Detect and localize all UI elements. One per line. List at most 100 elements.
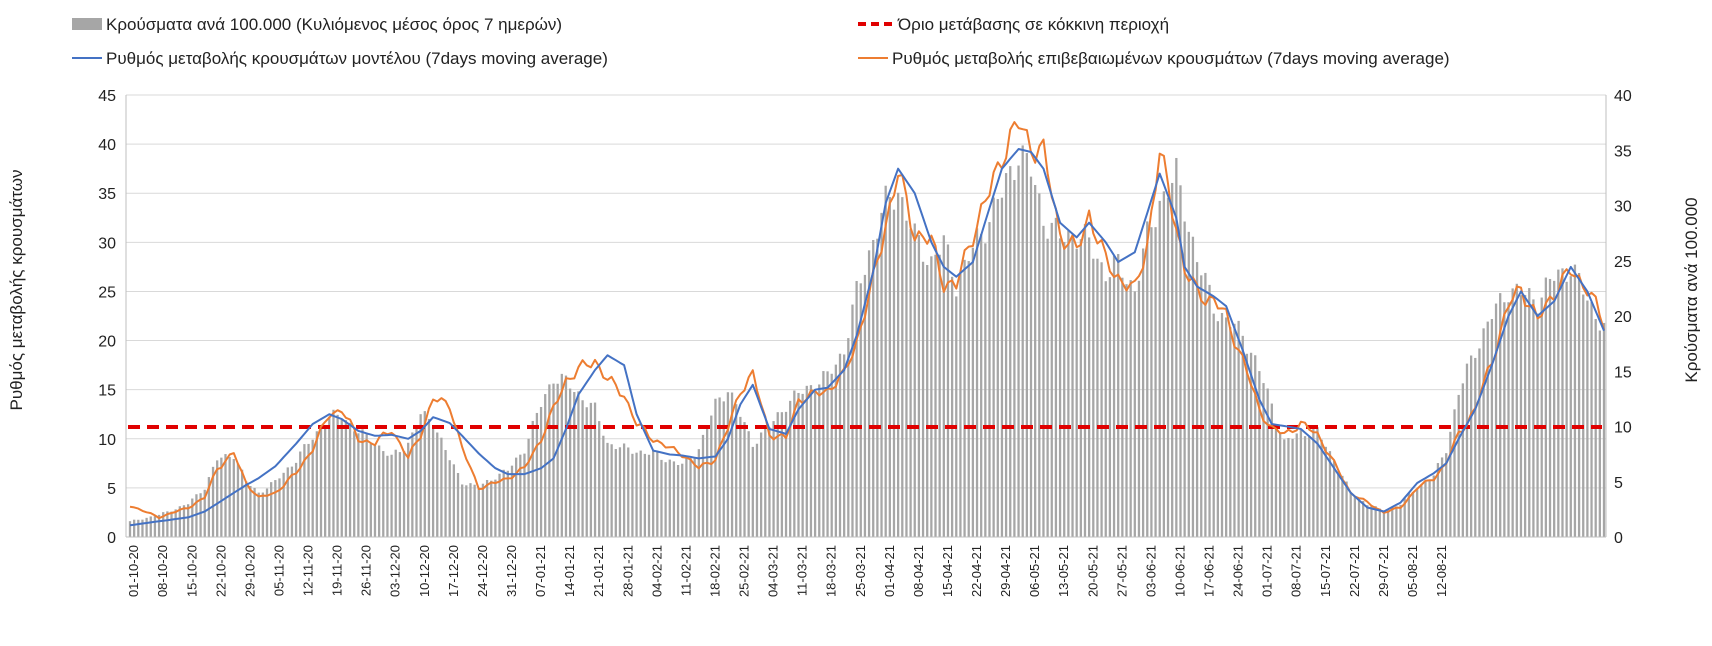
bar-day-4 — [145, 517, 148, 537]
bar-day-274 — [1266, 388, 1269, 537]
bar-day-318 — [1449, 431, 1452, 537]
bar-day-245 — [1146, 221, 1149, 537]
bar-day-27 — [240, 469, 244, 537]
bar-day-134 — [685, 457, 688, 537]
x-tick-22-07-21: 22-07-21 — [1347, 545, 1362, 597]
bar-day-352 — [1590, 302, 1593, 537]
bar-day-310 — [1416, 489, 1419, 537]
bar-day-50 — [336, 414, 339, 537]
bar-day-56 — [361, 429, 364, 537]
bar-day-277 — [1278, 433, 1282, 537]
bar-day-148 — [743, 422, 746, 537]
bar-day-199 — [955, 296, 958, 537]
bar-day-67 — [407, 442, 410, 537]
y-left-tick-45: 45 — [98, 88, 116, 105]
bar-day-81 — [465, 485, 468, 537]
bar-day-205 — [980, 233, 983, 537]
x-tick-04-02-21: 04-02-21 — [649, 545, 664, 597]
bar-day-156 — [776, 412, 779, 537]
bar-day-295 — [1353, 496, 1357, 537]
bar-day-154 — [768, 427, 771, 537]
bar-day-161 — [797, 392, 800, 537]
bar-day-317 — [1445, 453, 1448, 537]
bar-day-255 — [1187, 231, 1190, 538]
bar-day-275 — [1270, 403, 1273, 537]
bar-day-22 — [220, 457, 223, 537]
bar-day-239 — [1121, 277, 1124, 537]
bar-day-89 — [498, 473, 501, 537]
bar-day-249 — [1162, 191, 1166, 537]
bar-day-97 — [531, 420, 534, 537]
bar-day-222 — [1050, 222, 1053, 538]
bar-day-117 — [614, 449, 617, 537]
bar-day-29 — [249, 486, 252, 537]
x-tick-17-12-20: 17-12-20 — [446, 545, 461, 597]
x-tick-29-07-21: 29-07-21 — [1376, 545, 1391, 597]
bar-day-41 — [299, 451, 302, 537]
bar-day-141 — [714, 398, 717, 537]
x-tick-29-04-21: 29-04-21 — [998, 545, 1013, 597]
bar-day-214 — [1017, 165, 1020, 537]
bar-day-348 — [1573, 264, 1577, 537]
bar-day-139 — [706, 427, 709, 537]
x-tick-15-07-21: 15-07-21 — [1318, 545, 1333, 597]
bar-day-270 — [1249, 352, 1253, 537]
bar-day-290 — [1332, 460, 1336, 537]
x-tick-05-11-20: 05-11-20 — [271, 545, 286, 596]
y-right-tick-35: 35 — [1614, 143, 1632, 160]
bar-day-129 — [664, 462, 667, 537]
bar-day-107 — [573, 392, 576, 537]
bar-day-151 — [755, 443, 759, 537]
bar-day-68 — [411, 432, 414, 537]
x-tick-20-05-21: 20-05-21 — [1085, 545, 1100, 597]
x-tick-17-06-21: 17-06-21 — [1202, 545, 1217, 597]
bar-day-299 — [1370, 506, 1373, 537]
bar-day-65 — [398, 452, 402, 537]
bar-day-292 — [1341, 475, 1344, 537]
bar-day-32 — [261, 492, 265, 537]
bar-day-341 — [1544, 277, 1548, 537]
y-axis-right-title: Κρούσματα ανά 100.000 — [1682, 197, 1701, 382]
bar-day-73 — [431, 427, 435, 537]
bar-day-71 — [423, 411, 426, 537]
bar-day-345 — [1561, 268, 1564, 537]
bar-day-62 — [386, 455, 389, 537]
x-tick-15-10-20: 15-10-20 — [184, 545, 199, 597]
bar-day-14 — [186, 504, 190, 537]
bar-day-26 — [236, 463, 240, 537]
x-tick-01-07-21: 01-07-21 — [1260, 545, 1275, 597]
x-tick-28-01-21: 28-01-21 — [620, 545, 635, 597]
bar-day-145 — [730, 392, 734, 537]
bar-day-125 — [647, 454, 651, 537]
bar-day-278 — [1283, 439, 1286, 537]
bar-day-234 — [1100, 262, 1103, 537]
bar-day-319 — [1453, 409, 1456, 537]
bar-day-45 — [315, 431, 318, 537]
legend: Κρούσματα ανά 100.000 (Κυλιόμενος μέσος … — [72, 15, 1450, 68]
x-tick-13-05-21: 13-05-21 — [1056, 545, 1071, 597]
bar-day-323 — [1469, 355, 1473, 537]
confirmed-rate-line — [129, 121, 1605, 520]
bar-day-176 — [859, 283, 862, 537]
bar-day-31 — [257, 492, 260, 537]
bar-day-344 — [1557, 269, 1560, 537]
bar-day-57 — [365, 434, 368, 537]
bar-day-192 — [926, 265, 929, 537]
bar-day-280 — [1291, 438, 1294, 537]
bar-day-165 — [813, 390, 817, 537]
legend-label-red_threshold: Όριο μετάβασης σε κόκκινη περιοχή — [897, 15, 1169, 34]
x-tick-21-01-21: 21-01-21 — [591, 545, 606, 597]
bar-day-142 — [718, 397, 721, 537]
bar-day-155 — [772, 421, 775, 537]
bar-day-42 — [303, 444, 306, 537]
bar-day-297 — [1362, 500, 1365, 537]
bar-day-243 — [1137, 280, 1141, 537]
bar-day-283 — [1303, 436, 1307, 537]
bar-day-302 — [1382, 512, 1386, 537]
bar-day-6 — [153, 516, 157, 537]
x-tick-19-11-20: 19-11-20 — [330, 545, 345, 596]
bar-day-272 — [1258, 371, 1261, 537]
bar-day-207 — [988, 222, 991, 537]
bar-day-177 — [863, 274, 867, 537]
